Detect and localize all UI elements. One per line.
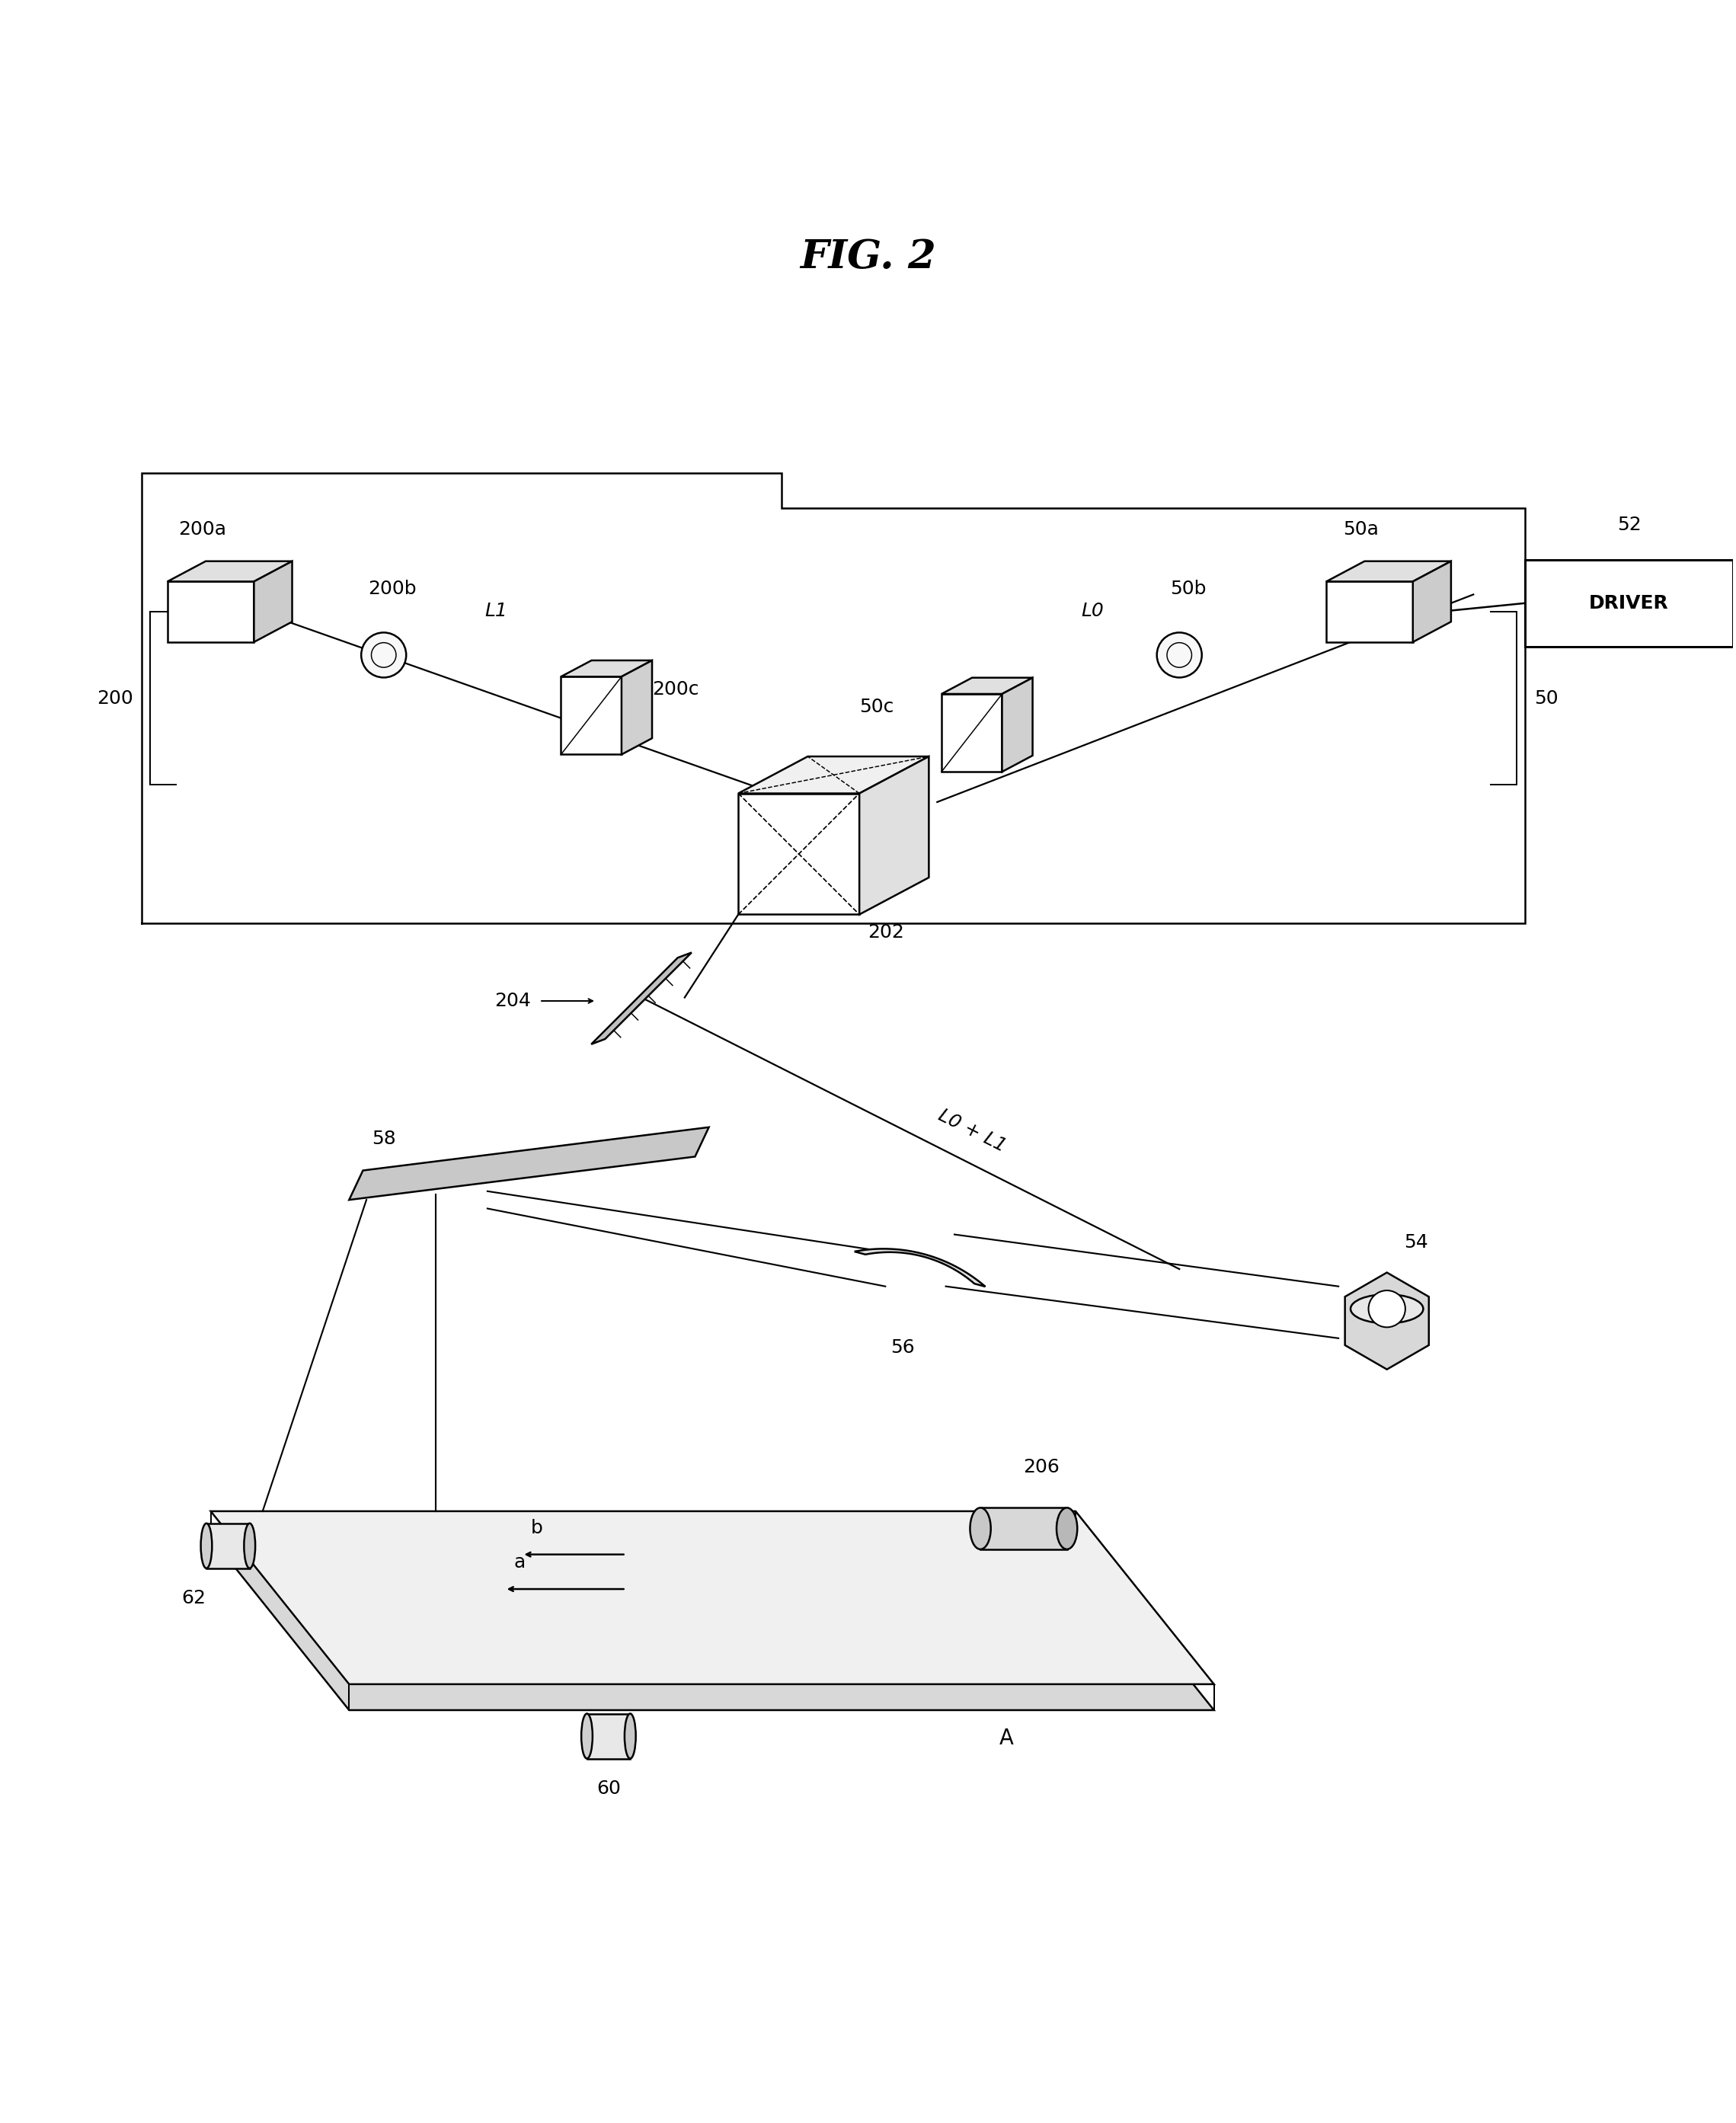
Text: b: b [531, 1518, 543, 1537]
Polygon shape [941, 694, 1002, 773]
Ellipse shape [245, 1524, 255, 1569]
Ellipse shape [970, 1507, 991, 1550]
Text: L1: L1 [484, 603, 507, 620]
Text: 60: 60 [597, 1779, 621, 1798]
Text: A: A [1000, 1728, 1014, 1749]
Text: DRIVER: DRIVER [1588, 594, 1668, 611]
Polygon shape [1326, 560, 1451, 582]
Text: a: a [514, 1554, 524, 1571]
Circle shape [1156, 633, 1201, 677]
Text: 52: 52 [1616, 516, 1641, 535]
Ellipse shape [625, 1713, 635, 1758]
Ellipse shape [1351, 1295, 1424, 1323]
FancyBboxPatch shape [207, 1524, 250, 1569]
Polygon shape [210, 1512, 1213, 1684]
Polygon shape [349, 1127, 708, 1199]
Text: L0 + L1: L0 + L1 [936, 1106, 1009, 1155]
Text: 50c: 50c [859, 698, 894, 715]
Text: 204: 204 [495, 991, 531, 1011]
Text: 206: 206 [1023, 1459, 1059, 1478]
Text: 200b: 200b [368, 580, 417, 599]
Text: 200: 200 [97, 690, 134, 707]
Polygon shape [738, 794, 859, 915]
Circle shape [361, 633, 406, 677]
Text: FIG. 2: FIG. 2 [800, 238, 936, 276]
Polygon shape [621, 660, 653, 754]
Polygon shape [167, 560, 292, 582]
Text: 50a: 50a [1344, 520, 1378, 539]
Polygon shape [210, 1537, 1213, 1711]
Polygon shape [859, 756, 929, 915]
Polygon shape [592, 953, 691, 1045]
Text: 202: 202 [868, 924, 904, 940]
Text: 200a: 200a [179, 520, 226, 539]
Polygon shape [854, 1248, 986, 1287]
Ellipse shape [201, 1524, 212, 1569]
Text: 58: 58 [372, 1129, 396, 1149]
Polygon shape [1345, 1272, 1429, 1369]
Text: L0: L0 [1082, 603, 1104, 620]
Polygon shape [253, 560, 292, 641]
FancyBboxPatch shape [981, 1507, 1068, 1550]
Ellipse shape [1057, 1507, 1078, 1550]
Polygon shape [1413, 560, 1451, 641]
Circle shape [1368, 1291, 1406, 1327]
Polygon shape [738, 756, 929, 794]
Polygon shape [561, 677, 621, 754]
FancyBboxPatch shape [1526, 560, 1733, 645]
Polygon shape [941, 677, 1033, 694]
Text: 56: 56 [891, 1337, 915, 1357]
Polygon shape [1002, 677, 1033, 773]
FancyBboxPatch shape [587, 1713, 630, 1758]
Text: 50: 50 [1535, 690, 1557, 707]
Ellipse shape [582, 1713, 592, 1758]
Polygon shape [561, 660, 653, 677]
Text: 62: 62 [181, 1588, 205, 1607]
Text: 54: 54 [1404, 1233, 1429, 1253]
Text: 50b: 50b [1170, 580, 1207, 599]
Polygon shape [1326, 582, 1413, 641]
Text: 200c: 200c [651, 681, 698, 698]
Polygon shape [167, 582, 253, 641]
